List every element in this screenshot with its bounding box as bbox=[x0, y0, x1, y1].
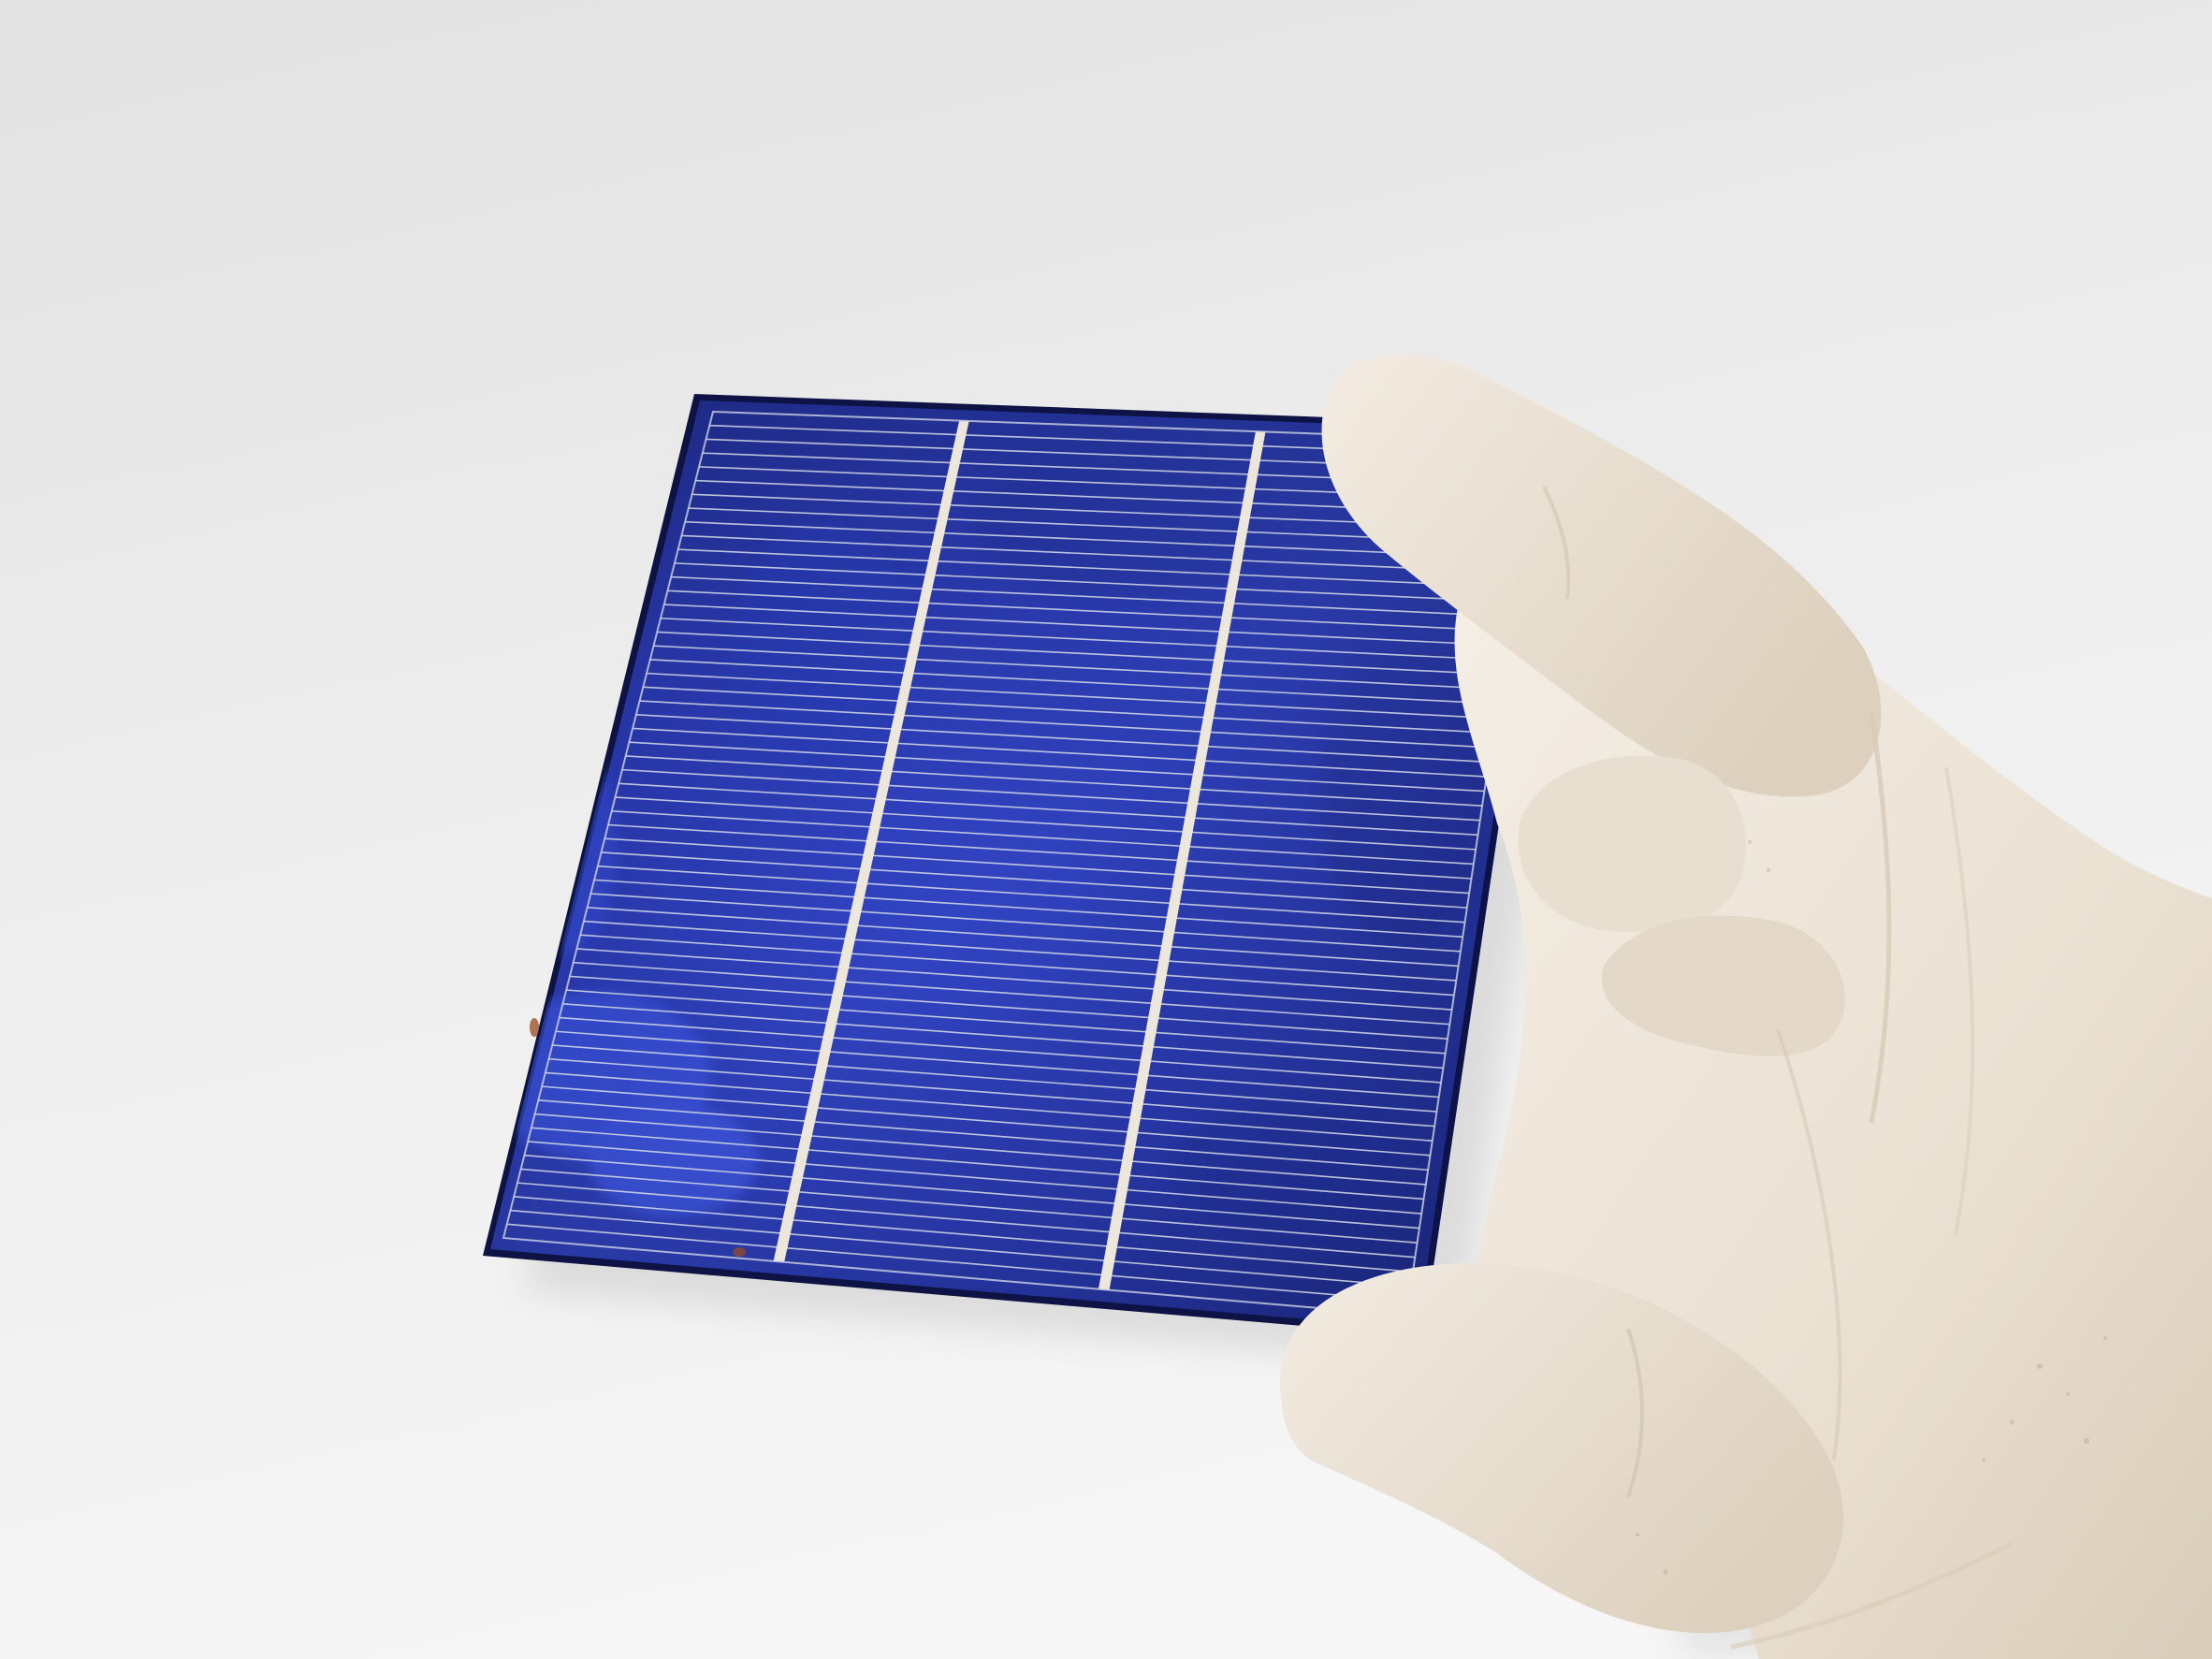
finger-line bbox=[538, 1099, 1429, 1171]
finger-line bbox=[674, 562, 1513, 604]
finger-line bbox=[625, 755, 1483, 807]
glove-middle-finger bbox=[1518, 755, 1747, 933]
finger-line bbox=[633, 727, 1487, 778]
solar-cell bbox=[483, 394, 1558, 1336]
busbar bbox=[773, 420, 969, 1262]
finger-line bbox=[559, 1016, 1442, 1084]
finger-line bbox=[548, 1057, 1435, 1128]
finger-line bbox=[562, 1003, 1444, 1070]
finger-line bbox=[576, 948, 1452, 1011]
finger-line bbox=[629, 741, 1485, 793]
edge-spot bbox=[530, 1018, 539, 1037]
finger-line bbox=[604, 837, 1470, 895]
edge-spot-bottom bbox=[733, 1247, 746, 1257]
finger-line bbox=[569, 975, 1448, 1041]
finger-line bbox=[657, 631, 1502, 676]
finger-line bbox=[618, 782, 1478, 837]
finger-line bbox=[517, 1182, 1416, 1259]
finger-line bbox=[635, 713, 1490, 764]
finger-line bbox=[643, 686, 1493, 735]
finger-line bbox=[590, 893, 1461, 953]
finger-line bbox=[583, 920, 1457, 982]
glove-thumb bbox=[1279, 1263, 1843, 1634]
finger-line bbox=[545, 1071, 1433, 1142]
finger-line bbox=[552, 1044, 1437, 1113]
finger-line bbox=[524, 1154, 1419, 1230]
finger-line bbox=[639, 700, 1492, 749]
finger-line bbox=[601, 851, 1467, 909]
finger-line bbox=[542, 1085, 1431, 1157]
finger-line bbox=[566, 989, 1446, 1055]
finger-line bbox=[621, 768, 1480, 822]
gloved-hand bbox=[1279, 354, 2212, 1659]
finger-line bbox=[647, 672, 1496, 720]
busbars bbox=[773, 420, 1266, 1290]
finger-line bbox=[528, 1141, 1422, 1215]
finger-line bbox=[685, 520, 1520, 560]
finger-line bbox=[514, 1196, 1414, 1273]
finger-line bbox=[531, 1127, 1424, 1201]
finger-line bbox=[649, 659, 1498, 705]
finger-line bbox=[597, 865, 1465, 924]
finger-line bbox=[677, 548, 1515, 589]
finger-line bbox=[534, 1113, 1426, 1186]
glove-ring-finger bbox=[1601, 915, 1845, 1056]
finger-line bbox=[663, 604, 1506, 647]
finger-line bbox=[573, 961, 1450, 1026]
finger-line bbox=[594, 879, 1463, 939]
finger-line bbox=[667, 589, 1508, 633]
finger-line bbox=[506, 1223, 1409, 1302]
finger-line bbox=[587, 907, 1459, 968]
finger-line bbox=[615, 796, 1477, 851]
finger-line bbox=[607, 823, 1472, 880]
finger-line bbox=[580, 934, 1455, 997]
busbar bbox=[1098, 431, 1266, 1290]
finger-line bbox=[510, 1209, 1411, 1288]
glove-speckles bbox=[1636, 840, 2107, 1575]
finger-line bbox=[653, 645, 1500, 691]
finger-line bbox=[555, 1030, 1439, 1099]
finger-line bbox=[520, 1168, 1418, 1244]
finger-line bbox=[611, 809, 1474, 866]
finger-line bbox=[660, 617, 1505, 662]
glove-index-finger bbox=[1321, 354, 1882, 797]
finger-line bbox=[681, 534, 1518, 574]
finger-line bbox=[671, 575, 1511, 618]
